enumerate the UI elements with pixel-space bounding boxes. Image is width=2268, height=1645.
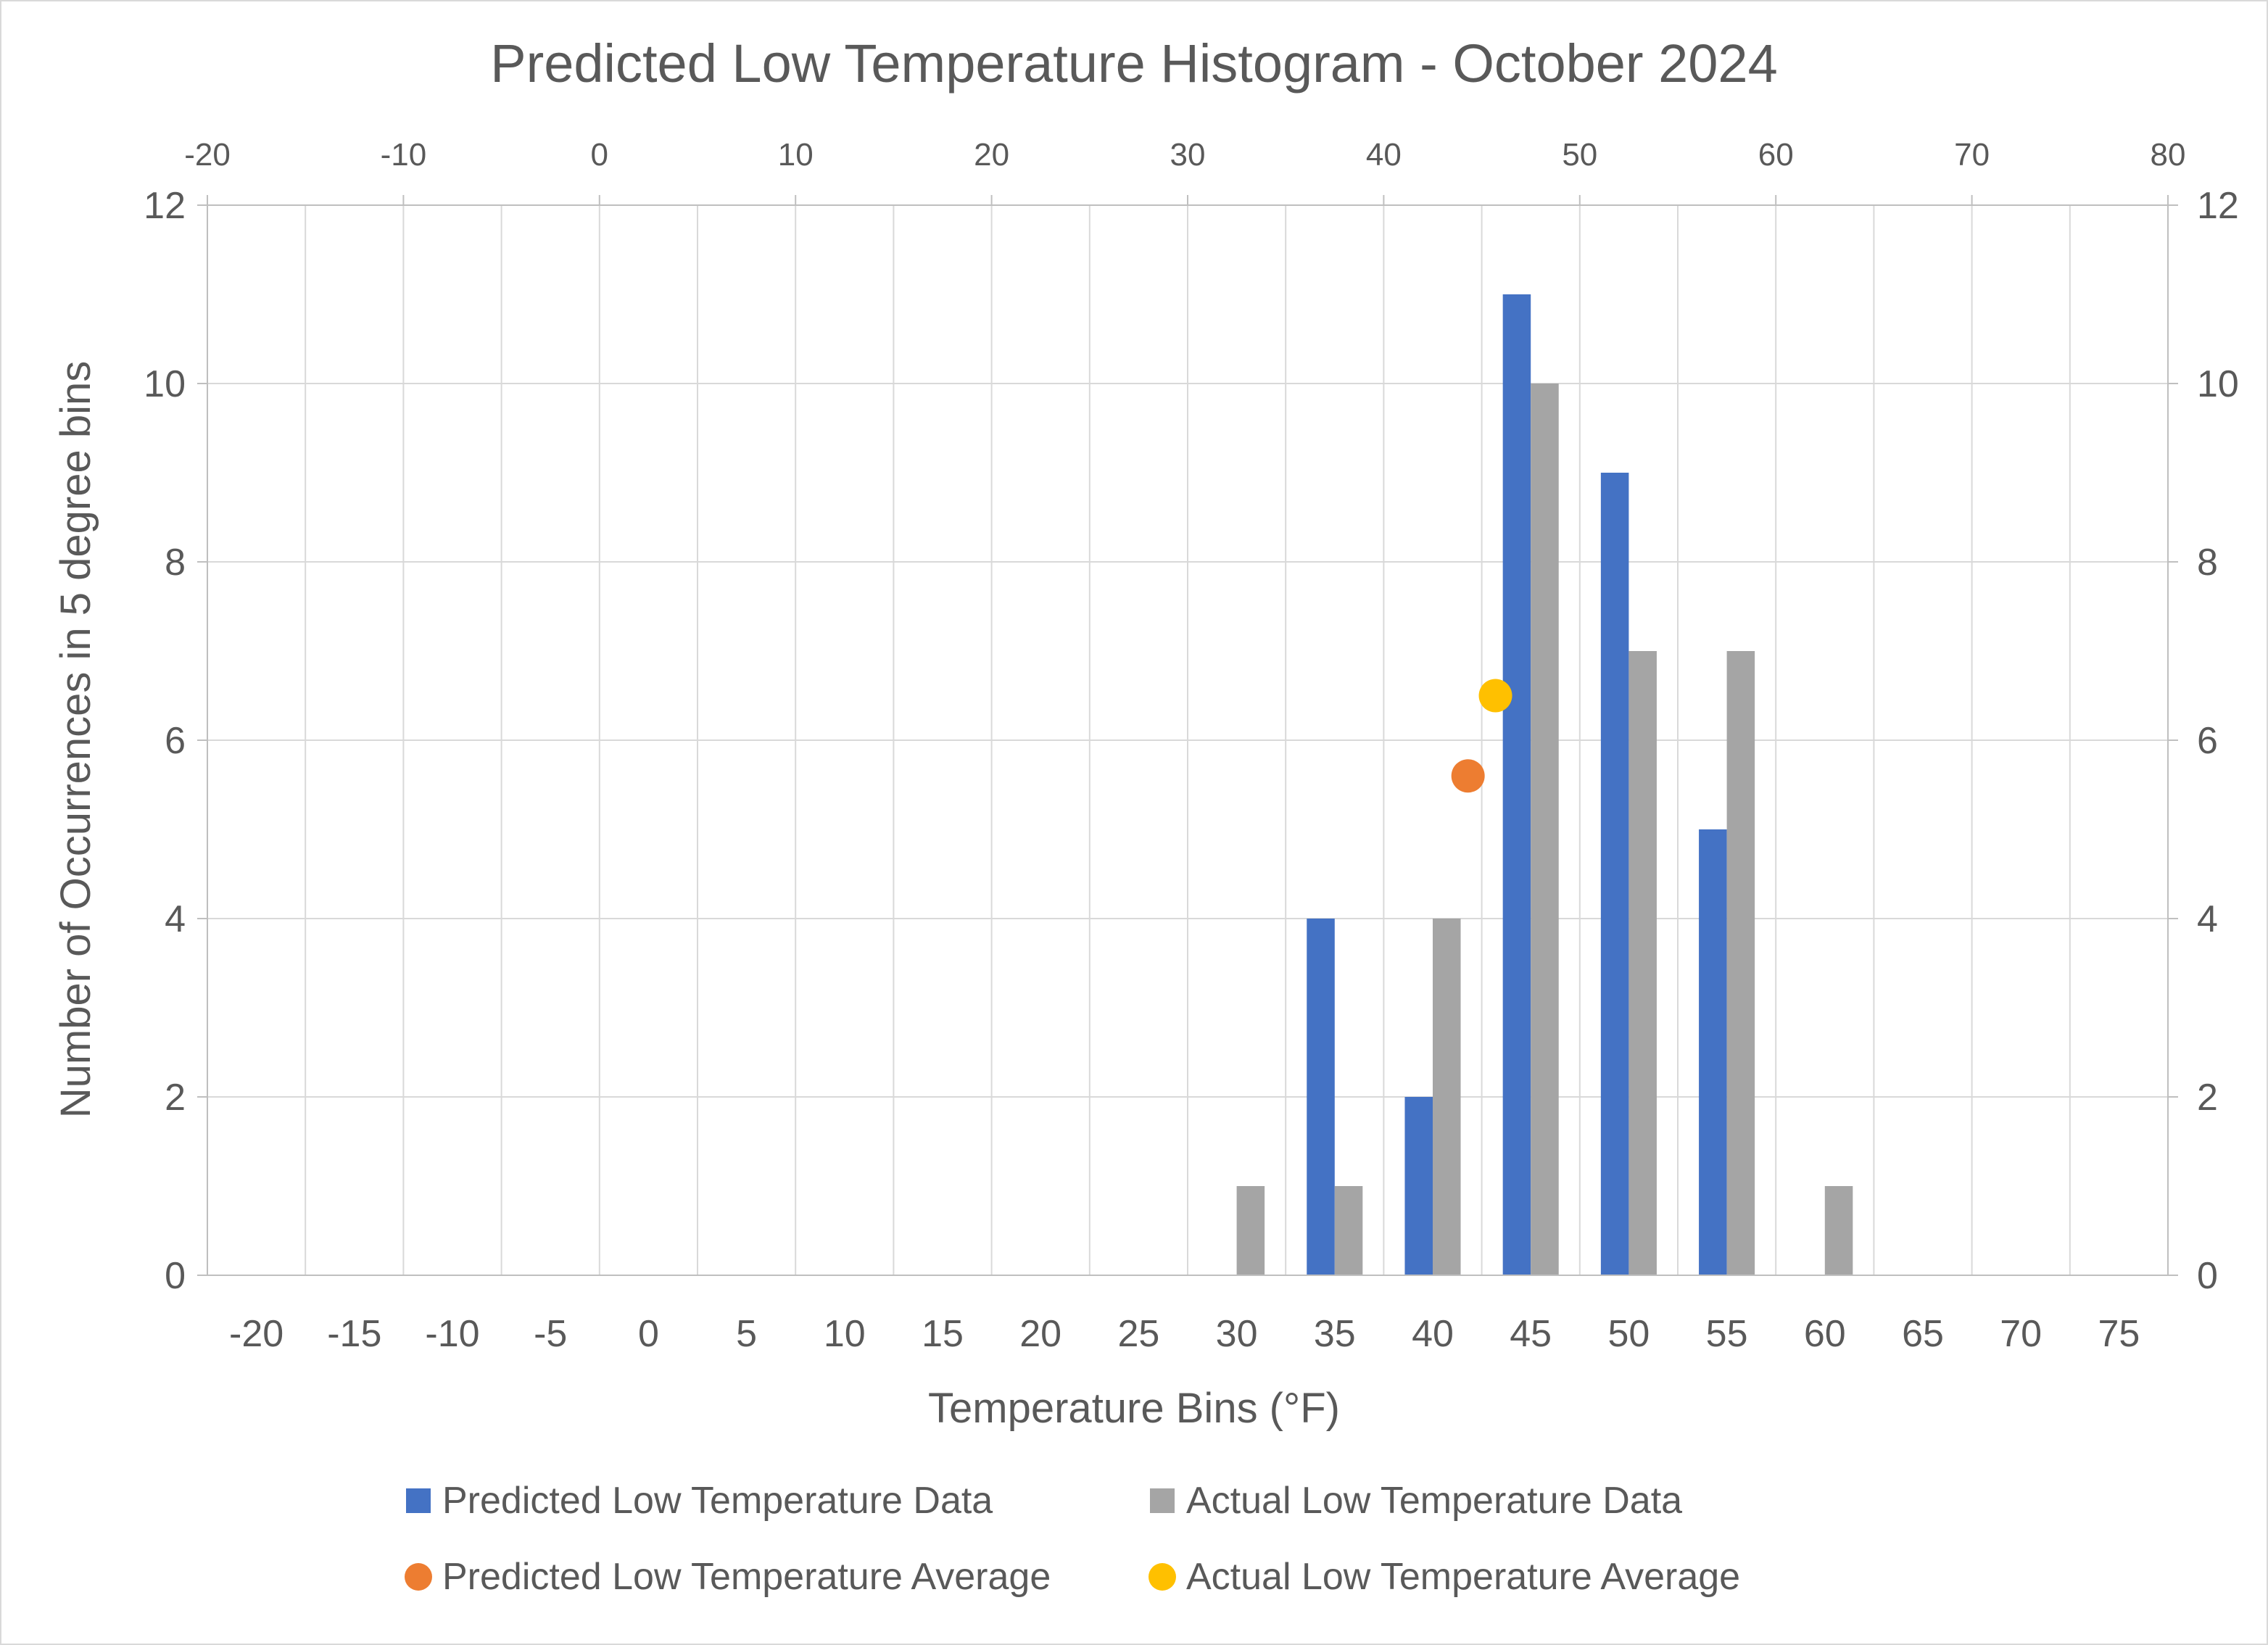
top-x-tick-label: 80 <box>2151 137 2186 173</box>
y-tick-label-right: 0 <box>2197 1255 2218 1297</box>
bar-predicted-50 <box>1600 473 1629 1275</box>
y-tick-label-right: 8 <box>2197 542 2218 584</box>
y-tick-label-left: 6 <box>165 720 186 762</box>
top-x-tick-label: 20 <box>974 137 1009 173</box>
tick-labels: -20 -15 -10 -5 0 5 10 15 20 25 30 35 40 45 50 55 60 65 70 7… <box>144 137 2239 1355</box>
top-x-tick-label: 10 <box>778 137 814 173</box>
y-tick-label-left: 8 <box>165 542 186 584</box>
bar-predicted-35 <box>1307 919 1335 1275</box>
y-tick-label-left: 10 <box>144 363 186 405</box>
y-tick-label-right: 10 <box>2197 363 2239 405</box>
axes-layer <box>197 195 2178 1276</box>
x-tick-label: 75 <box>2098 1313 2140 1355</box>
bar-predicted-40 <box>1404 1097 1433 1275</box>
x-tick-label: -10 <box>425 1313 479 1355</box>
x-axis-title: Temperature Bins (°F) <box>928 1385 1340 1432</box>
bar-actual-60 <box>1824 1186 1853 1275</box>
bar-actual-35 <box>1334 1186 1363 1275</box>
bar-actual-55 <box>1726 651 1755 1275</box>
chart-title: Predicted Low Temperature Histogram - Oc… <box>490 33 1778 94</box>
bar-predicted-55 <box>1699 829 1727 1275</box>
x-tick-label: -5 <box>534 1313 567 1355</box>
y-tick-label-right: 6 <box>2197 720 2218 762</box>
x-tick-label: 5 <box>736 1313 757 1355</box>
top-x-tick-label: 50 <box>1562 137 1597 173</box>
x-tick-label: 0 <box>638 1313 659 1355</box>
x-tick-label: 55 <box>1706 1313 1748 1355</box>
top-x-tick-label: 30 <box>1170 137 1206 173</box>
y-tick-label-left: 4 <box>165 898 186 940</box>
bar-actual-40 <box>1433 919 1461 1275</box>
y-tick-label-left: 12 <box>144 185 186 227</box>
top-x-tick-label: 0 <box>591 137 608 173</box>
legend: Predicted Low Temperature Data Actual Low… <box>405 1480 1740 1598</box>
points-layer <box>1451 679 1512 793</box>
y-tick-label-left: 0 <box>165 1255 186 1297</box>
legend-swatch-actual-data <box>1150 1488 1175 1513</box>
x-tick-label: 65 <box>1902 1313 1944 1355</box>
x-tick-label: 60 <box>1804 1313 1846 1355</box>
legend-swatch-predicted-data <box>406 1488 431 1513</box>
bar-predicted-45 <box>1502 294 1531 1275</box>
top-x-tick-label: 40 <box>1366 137 1402 173</box>
x-tick-label: 15 <box>922 1313 964 1355</box>
legend-label: Predicted Low Temperature Data <box>442 1480 993 1522</box>
y-axis-title: Number of Occurrences in 5 degree bins <box>52 361 99 1119</box>
legend-label: Predicted Low Temperature Average <box>442 1556 1051 1598</box>
x-tick-label: 10 <box>824 1313 866 1355</box>
y-tick-label-right: 4 <box>2197 898 2218 940</box>
legend-marker-actual-average <box>1149 1563 1176 1591</box>
y-tick-label-right: 2 <box>2197 1077 2218 1119</box>
gridlines <box>207 204 2169 1276</box>
legend-label: Actual Low Temperature Data <box>1186 1480 1682 1522</box>
actual-average-point <box>1478 679 1512 713</box>
predicted-average-point <box>1451 759 1485 793</box>
bar-actual-50 <box>1628 651 1657 1275</box>
y-tick-label-left: 2 <box>165 1077 186 1119</box>
x-tick-label: 45 <box>1510 1313 1552 1355</box>
x-tick-label: 35 <box>1314 1313 1356 1355</box>
y-tick-label-right: 12 <box>2197 185 2239 227</box>
x-tick-label: -20 <box>229 1313 284 1355</box>
bar-actual-45 <box>1531 384 1559 1275</box>
x-tick-label: 40 <box>1412 1313 1454 1355</box>
top-x-tick-label: 70 <box>1954 137 1990 173</box>
x-tick-label: 30 <box>1216 1313 1258 1355</box>
top-x-tick-label: -20 <box>184 137 231 173</box>
bar-actual-30 <box>1236 1186 1265 1275</box>
bars-layer <box>1236 294 1853 1275</box>
top-x-tick-label: -10 <box>381 137 427 173</box>
x-tick-label: 25 <box>1117 1313 1159 1355</box>
x-tick-label: 70 <box>2000 1313 2042 1355</box>
x-tick-label: 50 <box>1607 1313 1650 1355</box>
top-x-tick-label: 60 <box>1758 137 1794 173</box>
x-tick-label: 20 <box>1019 1313 1061 1355</box>
legend-marker-predicted-average <box>405 1563 432 1591</box>
legend-label: Actual Low Temperature Average <box>1186 1556 1740 1598</box>
x-tick-label: -15 <box>327 1313 381 1355</box>
